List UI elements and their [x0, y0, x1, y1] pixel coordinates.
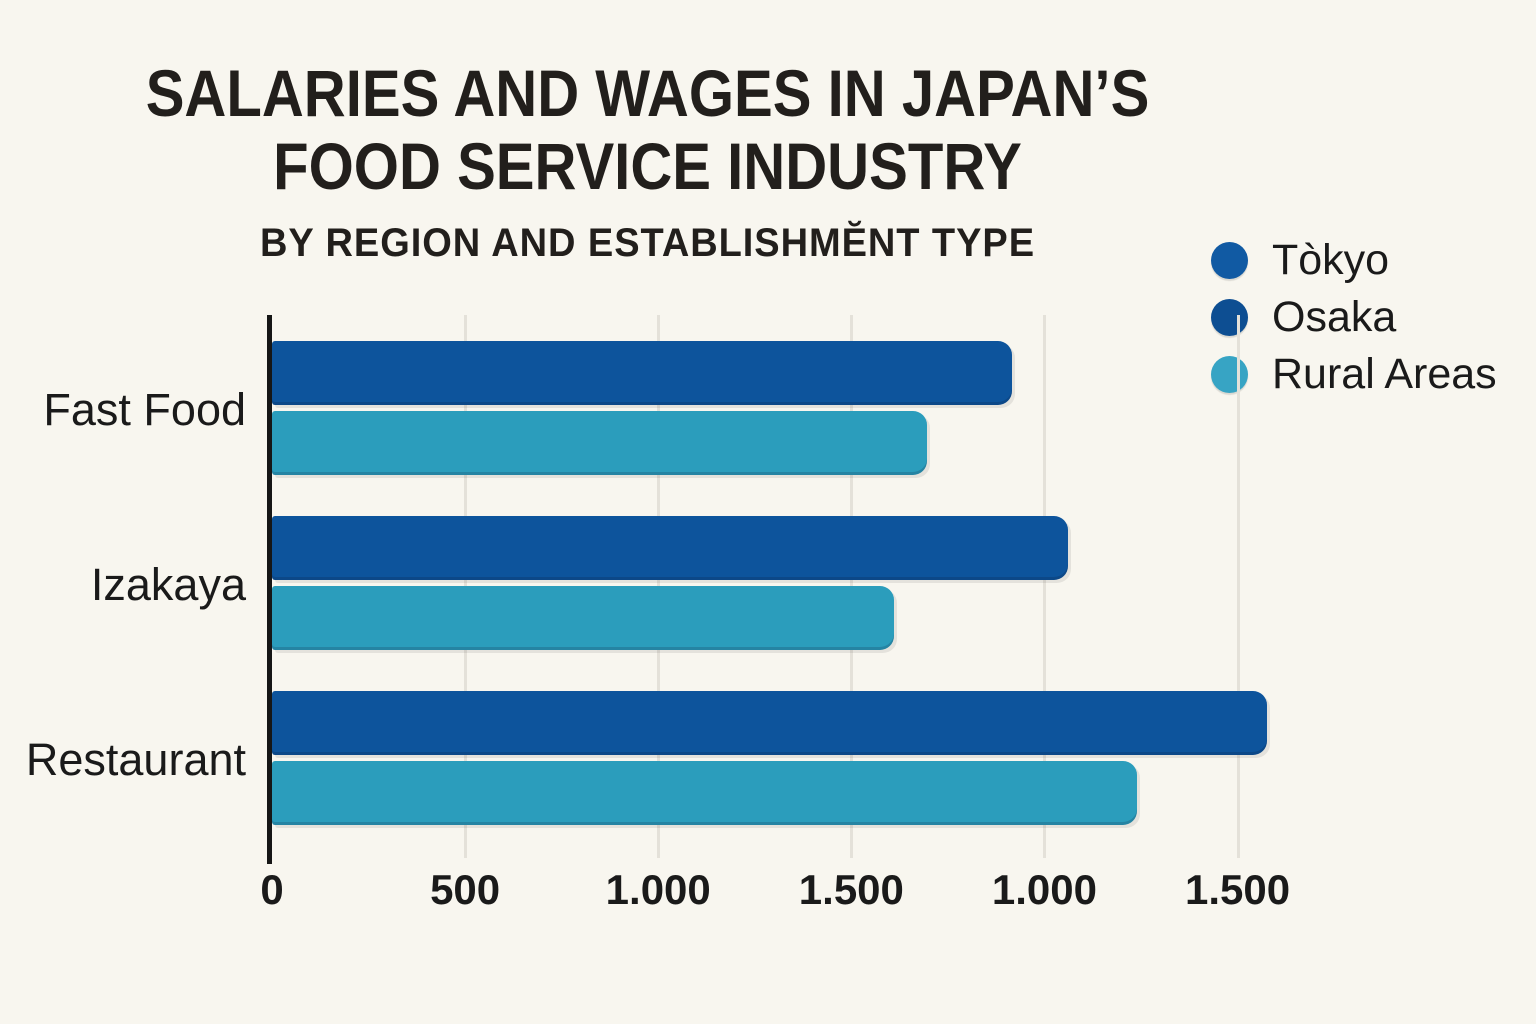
- x-tick-2: 1.000: [605, 866, 711, 913]
- bar-fast-food-rural-areas: [272, 411, 927, 475]
- chart-subtitle: BY REGION AND ESTABLISHMĔNT TYPE: [260, 221, 1035, 265]
- bar-fast-food-tokyo-osaka: [272, 341, 1012, 405]
- plot-area: [272, 315, 1450, 858]
- x-tick-5: 1.500: [1185, 866, 1291, 913]
- y-axis-line: [267, 315, 272, 864]
- x-tick-0: 0: [260, 866, 284, 913]
- gridline-5: [1236, 315, 1240, 858]
- legend-item-tokyo: Tòkyo: [1211, 232, 1497, 289]
- bar-group-izakaya: [272, 516, 1450, 650]
- legend-label-osaka: Osaka: [1272, 293, 1397, 341]
- category-label-fast-food: Fast Food: [43, 384, 246, 435]
- legend-swatch-osaka-icon: [1211, 299, 1248, 336]
- category-label-izakaya: Izakaya: [90, 559, 246, 610]
- bar-restaurant-rural-areas: [272, 761, 1138, 825]
- bar-restaurant-tokyo-osaka: [272, 691, 1267, 755]
- legend-label-tokyo: Tòkyo: [1272, 236, 1390, 284]
- x-tick-1: 500: [430, 866, 501, 913]
- chart-title: SALARIES AND WAGES IN JAPAN’S FOOD SERVI…: [126, 57, 1169, 203]
- legend-label-rural-areas: Rural Areas: [1272, 350, 1497, 398]
- x-tick-3: 1.500: [798, 866, 904, 913]
- bar-group-restaurant: [272, 691, 1450, 825]
- x-axis-ticks: 0 500 1.000 1.500 1.000 1.500: [260, 866, 1450, 918]
- category-label-restaurant: Restaurant: [25, 734, 246, 785]
- legend-swatch-rural-areas-icon: [1211, 356, 1248, 393]
- bar-izakaya-rural-areas: [272, 586, 894, 650]
- bar-izakaya-tokyo-osaka: [272, 516, 1068, 580]
- legend-item-osaka: Osaka: [1211, 289, 1497, 346]
- gridline-4: [1043, 315, 1047, 858]
- x-tick-4: 1.000: [991, 866, 1098, 913]
- legend-item-rural-areas: Rural Areas: [1211, 346, 1497, 403]
- chart-title-line2: FOOD SERVICE INDUSTRY: [273, 129, 1022, 203]
- legend: Tòkyo Osaka Rural Areas: [1211, 232, 1497, 403]
- bar-group-fast-food: [272, 341, 1450, 475]
- chart-title-line1: SALARIES AND WAGES IN JAPAN’S: [145, 56, 1150, 130]
- legend-swatch-tokyo-icon: [1211, 242, 1248, 279]
